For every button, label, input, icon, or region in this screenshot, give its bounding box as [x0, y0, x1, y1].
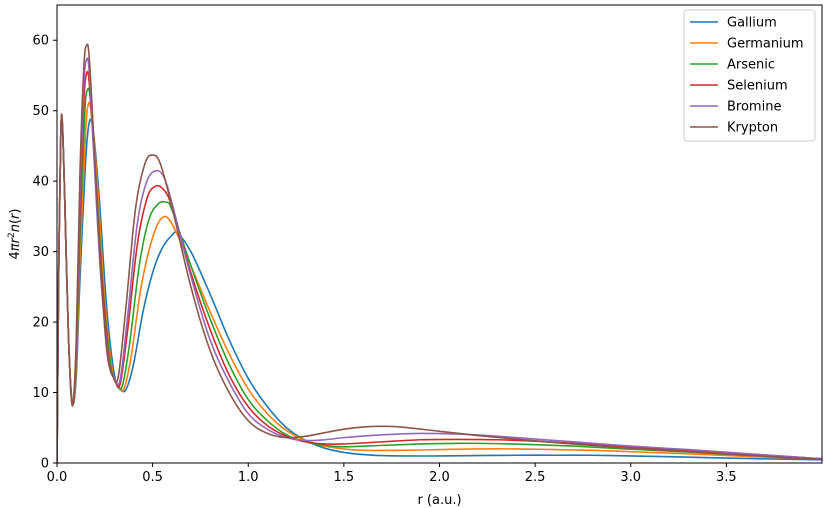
legend-label-selenium: Selenium: [727, 79, 788, 94]
y-tick-label: 20: [32, 316, 49, 331]
x-tick-label: 1.0: [238, 470, 259, 485]
x-tick-label: 0.5: [142, 470, 163, 485]
series-line-gallium: [57, 115, 822, 463]
y-tick-label: 40: [32, 175, 49, 190]
legend-label-arsenic: Arsenic: [727, 58, 775, 73]
series-line-arsenic: [57, 87, 822, 463]
x-tick-label: 0.0: [47, 470, 68, 485]
y-tick-label: 60: [32, 34, 49, 49]
x-tick-label: 3.5: [716, 470, 737, 485]
x-tick-label: 2.0: [429, 470, 450, 485]
legend-label-gallium: Gallium: [727, 16, 777, 31]
legend-label-bromine: Bromine: [727, 100, 781, 115]
series-line-germanium: [57, 101, 822, 463]
x-tick-label: 1.5: [334, 470, 355, 485]
series-line-krypton: [57, 43, 822, 463]
y-tick-label: 50: [32, 104, 49, 119]
y-tick-label: 30: [32, 245, 49, 260]
legend: Gallium Germanium Arsenic Selenium Bromine Kr…: [683, 9, 816, 142]
x-tick-label: 2.5: [525, 470, 546, 485]
legend-label-germanium: Germanium: [727, 37, 804, 52]
y-tick-label: 10: [32, 386, 49, 401]
x-axis-label: r (a.u.): [417, 493, 461, 508]
y-tick-label: 0: [41, 457, 49, 472]
legend-label-krypton: Krypton: [727, 121, 778, 136]
plot-area: [57, 43, 822, 463]
y-axis-label: 4πr2n(r): [7, 209, 23, 260]
axes: 0.0 0.5 1.0 1.5 2.0 2.5 3.0 3.5 0 10 20 30 40 50 60 r (…: [7, 4, 823, 508]
x-tick-label: 3.0: [620, 470, 641, 485]
